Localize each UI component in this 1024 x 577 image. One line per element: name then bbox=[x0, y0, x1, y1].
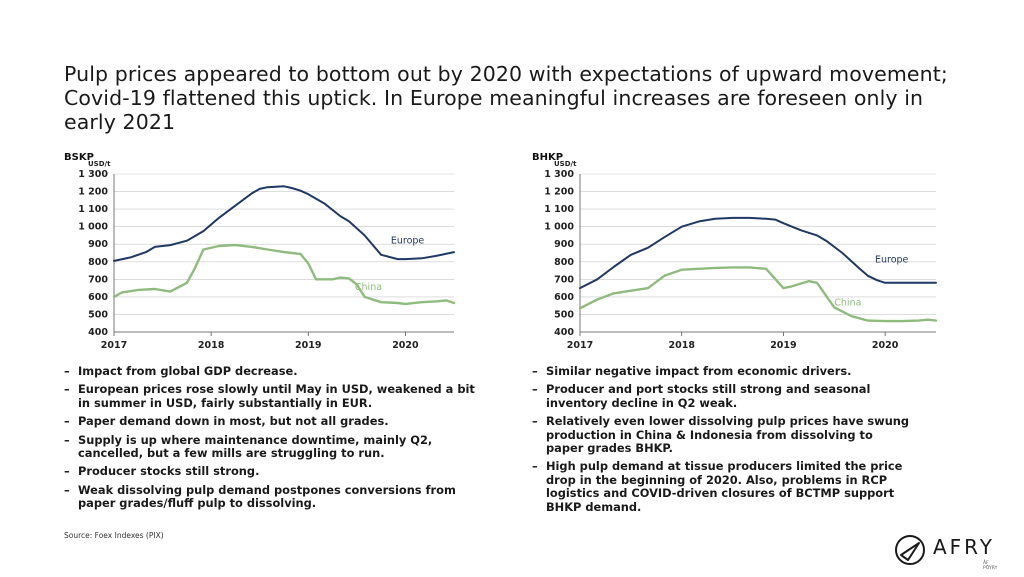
x-tick-label: 2017 bbox=[101, 340, 127, 351]
y-tick-label: 1 300 bbox=[544, 169, 574, 180]
bullet-dash: – bbox=[532, 459, 538, 474]
y-tick-label: 1 100 bbox=[544, 204, 574, 215]
series-label-china: China bbox=[355, 282, 382, 293]
right-bullet-list: – Similar negative impact from economic d… bbox=[532, 364, 912, 519]
bullet-text: Producer and port stocks still strong an… bbox=[546, 382, 871, 410]
series-line-europe bbox=[113, 185, 455, 262]
y-tick-label: 800 bbox=[88, 257, 108, 268]
bullet-dash: – bbox=[64, 364, 70, 378]
x-tick-label: 2017 bbox=[567, 340, 593, 351]
right-bullet-1: – Similar negative impact from economic d… bbox=[532, 364, 912, 378]
afry-logo: AFRY ÅF PÖYRY bbox=[893, 533, 1003, 571]
right-bullet-2: – Producer and port stocks still strong a… bbox=[532, 382, 912, 410]
bullet-dash: – bbox=[64, 382, 70, 397]
x-tick-label: 2019 bbox=[770, 340, 796, 351]
bullet-dash: – bbox=[532, 364, 538, 378]
y-axis-unit: USD/t bbox=[554, 160, 577, 168]
bullet-dash: – bbox=[532, 382, 538, 397]
series-line-china bbox=[578, 266, 938, 323]
bullet-dash: – bbox=[64, 414, 70, 429]
y-tick-label: 400 bbox=[554, 327, 574, 338]
y-axis-unit: USD/t bbox=[88, 160, 111, 168]
y-tick-label: 1 000 bbox=[544, 222, 574, 233]
afry-logo-subtext: ÅF PÖYRY bbox=[983, 561, 998, 571]
y-tick-label: 700 bbox=[88, 274, 108, 285]
y-tick-label: 600 bbox=[554, 292, 574, 303]
y-tick-label: 600 bbox=[88, 292, 108, 303]
y-tick-label: 800 bbox=[554, 257, 574, 268]
x-tick-label: 2018 bbox=[198, 340, 225, 351]
left-bullet-4: – Supply is up where maintenance downtime… bbox=[64, 432, 484, 461]
left-bullet-1: – Impact from global GDP decrease. bbox=[64, 364, 484, 378]
x-tick-label: 2020 bbox=[392, 340, 419, 351]
bhkp-chart-title: BHKP bbox=[532, 152, 564, 163]
afry-logo-icon bbox=[895, 535, 925, 565]
series-label-europe: Europe bbox=[875, 255, 909, 266]
bskp-chart: 400 500 600 700 800 900 1 000 1 100 1 200 1 300US… bbox=[78, 160, 456, 351]
bullet-dash: – bbox=[532, 414, 538, 429]
bullet-text: Relatively even lower dissolving pulp pr… bbox=[546, 414, 910, 456]
y-tick-label: 1 200 bbox=[78, 187, 108, 198]
y-tick-label: 900 bbox=[554, 239, 574, 250]
bullet-text: Similar negative impact from economic dr… bbox=[546, 364, 852, 378]
y-tick-label: 500 bbox=[554, 309, 574, 320]
bullet-text: High pulp demand at tissue producers lim… bbox=[546, 459, 903, 514]
bullet-dash: – bbox=[64, 432, 70, 447]
bullet-dash: – bbox=[64, 464, 70, 479]
series-label-europe: Europe bbox=[391, 235, 425, 246]
y-tick-label: 1 100 bbox=[78, 204, 108, 215]
left-bullet-5: – Producer stocks still strong. bbox=[64, 464, 484, 479]
bhkp-chart: 400 500 600 700 800 900 1 000 1 100 1 200 1 300US… bbox=[544, 160, 938, 351]
y-tick-label: 1 000 bbox=[78, 222, 108, 233]
left-bullet-3: – Paper demand down in most, but not all … bbox=[64, 414, 484, 429]
right-bullet-3: – Relatively even lower dissolving pulp p… bbox=[532, 414, 912, 456]
y-tick-label: 1 200 bbox=[544, 187, 574, 198]
right-bullet-4: – High pulp demand at tissue producers li… bbox=[532, 460, 912, 514]
series-line-china bbox=[112, 243, 456, 306]
bullet-dash: – bbox=[64, 482, 70, 497]
x-tick-label: 2019 bbox=[295, 340, 321, 351]
y-tick-label: 500 bbox=[88, 309, 108, 320]
bskp-chart-title: BSKP bbox=[64, 152, 94, 163]
bullet-text: Producer stocks still strong. bbox=[78, 464, 260, 479]
slide-title: Pulp prices appeared to bottom out by 20… bbox=[64, 62, 948, 134]
y-tick-label: 900 bbox=[88, 239, 108, 250]
series-line-europe bbox=[579, 216, 937, 290]
x-tick-label: 2020 bbox=[872, 340, 899, 351]
x-tick-label: 2018 bbox=[668, 340, 695, 351]
source-note: Source: Foex Indexes (PIX) bbox=[64, 531, 164, 540]
series-label-china: China bbox=[834, 298, 861, 309]
afry-logo-text: AFRY bbox=[933, 535, 996, 559]
bullet-text: Impact from global GDP decrease. bbox=[78, 364, 298, 378]
y-tick-label: 700 bbox=[554, 274, 574, 285]
left-bullet-list: – Impact from global GDP decrease. – Europe… bbox=[64, 364, 484, 516]
y-tick-label: 400 bbox=[88, 327, 108, 338]
bullet-text: Weak dissolving pulp demand postpones co… bbox=[78, 482, 456, 511]
bullet-text: European prices rose slowly until May in… bbox=[78, 382, 475, 410]
y-tick-label: 1 300 bbox=[78, 169, 108, 180]
left-bullet-2: – European prices rose slowly until May i… bbox=[64, 382, 484, 410]
bullet-text: Paper demand down in most, but not all g… bbox=[78, 414, 389, 429]
bullet-text: Supply is up where maintenance downtime,… bbox=[78, 432, 433, 461]
left-bullet-6: – Weak dissolving pulp demand postpones c… bbox=[64, 482, 484, 511]
